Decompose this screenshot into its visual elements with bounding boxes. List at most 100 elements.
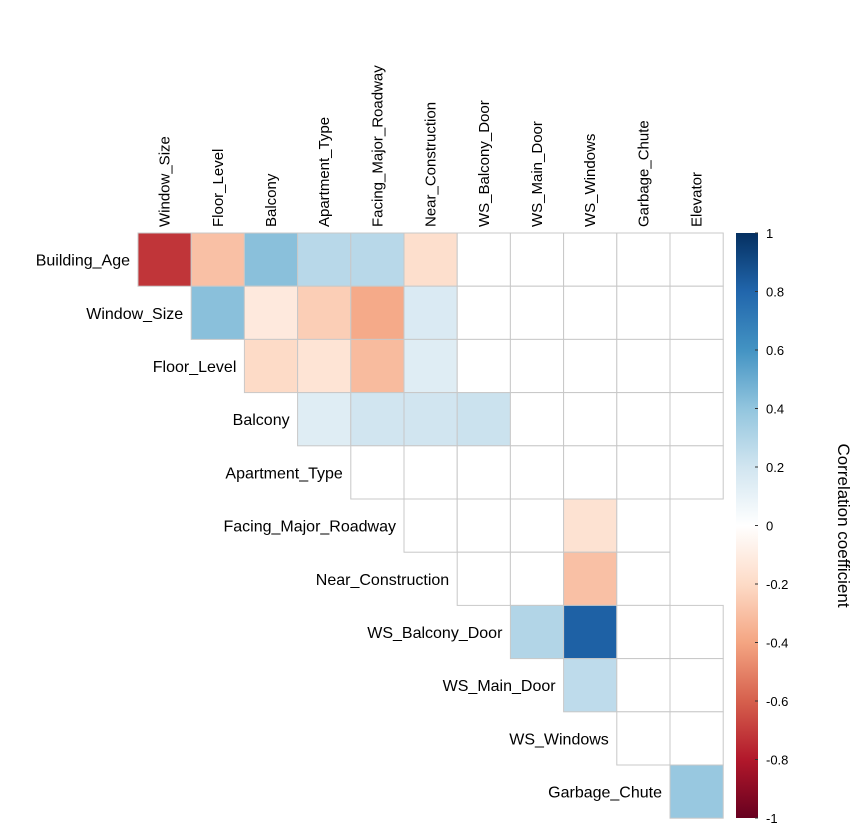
colorbar-tick-label: 0.2: [766, 460, 784, 475]
colorbar-tick-label: -0.4: [766, 636, 788, 651]
cell-floor-level-facing-major-roadway: [350, 338, 405, 394]
col-label-window-size: Window_Size: [157, 136, 174, 227]
colorbar-tick-label: -0.6: [766, 694, 788, 709]
row-label-window-size: Window_Size: [86, 306, 183, 323]
col-label-ws-balcony-door: WS_Balcony_Door: [476, 100, 493, 227]
cell-balcony-ws-main-door: [509, 392, 565, 447]
col-label-garbage-chute: Garbage_Chute: [635, 120, 652, 227]
cell-balcony-elevator: [669, 392, 724, 447]
cell-balcony-ws-balcony-door: [456, 392, 511, 447]
colorbar-tick-label: 0: [766, 519, 773, 534]
cell-building-age-apartment-type: [297, 232, 352, 287]
cell-window-size-garbage-chute: [616, 285, 671, 340]
cell-floor-level-near-construction: [403, 338, 458, 394]
cell-balcony-garbage-chute: [616, 392, 671, 447]
cell-window-size-apartment-type: [297, 285, 352, 340]
cell-facing-major-roadway-ws-windows: [563, 498, 618, 553]
cell-ws-windows-garbage-chute: [616, 711, 671, 766]
cell-floor-level-ws-windows: [563, 338, 618, 394]
cell-ws-main-door-garbage-chute: [616, 658, 671, 713]
cell-ws-balcony-door-garbage-chute: [616, 604, 671, 660]
colorbar-tick-label: 0.4: [766, 402, 784, 417]
cell-ws-balcony-door-ws-windows: [563, 604, 618, 660]
cell-window-size-ws-balcony-door: [456, 285, 511, 340]
cell-ws-main-door-ws-windows: [563, 658, 618, 713]
row-label-facing-major-roadway: Facing_Major_Roadway: [223, 519, 396, 536]
colorbar-tick-label: -0.2: [766, 577, 788, 592]
cell-ws-balcony-door-elevator: [669, 604, 724, 660]
colorbar-tick-label: 1: [766, 226, 773, 241]
col-label-apartment-type: Apartment_Type: [316, 117, 333, 227]
cell-window-size-ws-main-door: [509, 285, 565, 340]
cell-floor-level-garbage-chute: [616, 338, 671, 394]
cell-floor-level-elevator: [669, 338, 724, 394]
cell-near-construction-ws-balcony-door: [456, 551, 511, 606]
col-label-near-construction: Near_Construction: [423, 102, 440, 227]
cell-garbage-chute-elevator: [669, 764, 724, 819]
cell-ws-main-door-elevator: [669, 658, 724, 713]
col-label-balcony: Balcony: [263, 173, 280, 227]
cell-balcony-facing-major-roadway: [350, 392, 405, 447]
col-label-elevator: Elevator: [689, 172, 706, 227]
cell-building-age-balcony: [243, 232, 299, 287]
cell-balcony-near-construction: [403, 392, 458, 447]
cell-balcony-ws-windows: [563, 392, 618, 447]
cell-window-size-balcony: [243, 285, 299, 340]
cell-floor-level-ws-main-door: [509, 338, 565, 394]
colorbar-tick-label: -1: [766, 811, 778, 826]
cell-building-age-near-construction: [403, 232, 458, 287]
cell-near-construction-garbage-chute: [616, 551, 671, 606]
cell-facing-major-roadway-garbage-chute: [616, 498, 671, 553]
cell-floor-level-ws-balcony-door: [456, 338, 511, 394]
cell-building-age-ws-balcony-door: [456, 232, 511, 287]
cell-building-age-ws-windows: [563, 232, 618, 287]
cell-balcony-apartment-type: [297, 392, 352, 447]
colorbar-tick-label: 0.6: [766, 343, 784, 358]
cell-building-age-garbage-chute: [616, 232, 671, 287]
cell-window-size-near-construction: [403, 285, 458, 340]
cell-apartment-type-garbage-chute: [616, 445, 671, 500]
cell-building-age-ws-main-door: [509, 232, 565, 287]
cell-window-size-facing-major-roadway: [350, 285, 405, 340]
colorbar-tick-label: -0.8: [766, 753, 788, 768]
cell-apartment-type-elevator: [669, 445, 724, 500]
colorbar-tick-label: 0.8: [766, 285, 784, 300]
row-label-apartment-type: Apartment_Type: [225, 465, 343, 482]
cell-window-size-elevator: [669, 285, 724, 340]
cell-apartment-type-facing-major-roadway: [350, 445, 405, 500]
cell-near-construction-ws-windows: [563, 551, 618, 606]
row-label-garbage-chute: Garbage_Chute: [548, 785, 662, 802]
cell-apartment-type-ws-main-door: [509, 445, 565, 500]
cell-floor-level-apartment-type: [297, 338, 352, 394]
col-label-ws-main-door: WS_Main_Door: [529, 121, 546, 227]
cell-facing-major-roadway-ws-main-door: [509, 498, 565, 553]
cell-window-size-floor-level: [190, 285, 245, 340]
cell-apartment-type-ws-balcony-door: [456, 445, 511, 500]
row-label-ws-windows: WS_Windows: [509, 731, 609, 748]
col-label-floor-level: Floor_Level: [210, 149, 227, 227]
cell-floor-level-balcony: [243, 338, 299, 394]
cell-building-age-window-size: [137, 232, 192, 287]
cell-window-size-ws-windows: [563, 285, 618, 340]
cell-apartment-type-near-construction: [403, 445, 458, 500]
cell-facing-major-roadway-ws-balcony-door: [456, 498, 511, 553]
cell-facing-major-roadway-near-construction: [403, 498, 458, 553]
colorbar-title: Correlation coefficient: [834, 443, 853, 607]
cell-ws-windows-elevator: [669, 711, 724, 766]
cell-building-age-floor-level: [190, 232, 245, 287]
cell-near-construction-ws-main-door: [509, 551, 565, 606]
row-label-floor-level: Floor_Level: [153, 359, 237, 376]
row-label-near-construction: Near_Construction: [316, 572, 449, 589]
row-label-ws-main-door: WS_Main_Door: [443, 678, 557, 695]
col-label-facing-major-roadway: Facing_Major_Roadway: [369, 65, 386, 227]
col-label-ws-windows: WS_Windows: [582, 134, 599, 227]
row-label-building-age: Building_Age: [36, 253, 130, 270]
colorbar: [736, 233, 758, 818]
cell-apartment-type-ws-windows: [563, 445, 618, 500]
row-label-ws-balcony-door: WS_Balcony_Door: [367, 625, 503, 642]
cell-building-age-facing-major-roadway: [350, 232, 405, 287]
cell-building-age-elevator: [669, 232, 724, 287]
row-label-balcony: Balcony: [233, 412, 290, 429]
cell-ws-balcony-door-ws-main-door: [509, 604, 565, 660]
